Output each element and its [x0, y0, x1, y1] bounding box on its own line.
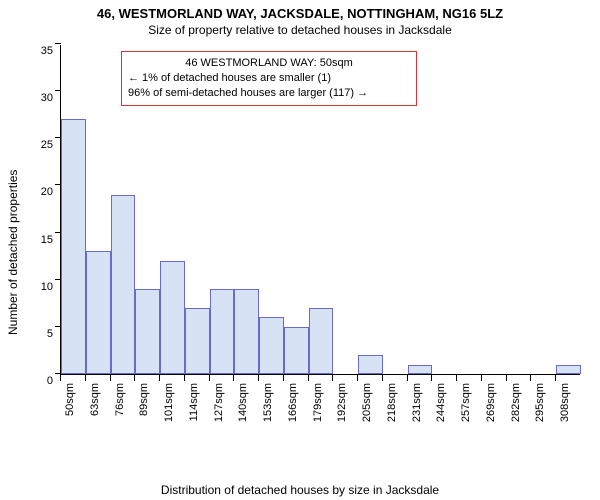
- histogram-bar: [160, 261, 185, 374]
- x-tick-label: 101sqm: [163, 383, 175, 422]
- x-tick-label: 50sqm: [64, 383, 76, 416]
- x-tick-label: 179sqm: [312, 383, 324, 422]
- x-tick-label: 218sqm: [386, 383, 398, 422]
- y-tick-mark: [55, 90, 61, 91]
- annotation-line: 96% of semi-detached houses are larger (…: [128, 86, 410, 101]
- y-tick-label: 5: [23, 328, 53, 340]
- y-tick-label: 25: [23, 139, 53, 151]
- histogram-bar: [259, 317, 284, 374]
- x-tick-label: 63sqm: [89, 383, 101, 416]
- x-tick-label: 166sqm: [287, 383, 299, 422]
- histogram-bar: [234, 289, 259, 374]
- x-tick-label: 89sqm: [138, 383, 150, 416]
- x-tick-label: 192sqm: [336, 383, 348, 422]
- annotation-box: 46 WESTMORLAND WAY: 50sqm← 1% of detache…: [121, 51, 417, 106]
- x-tick-label: 140sqm: [237, 383, 249, 422]
- x-tick-label: 244sqm: [435, 383, 447, 422]
- y-tick-label: 0: [23, 375, 53, 387]
- x-tick-label: 295sqm: [534, 383, 546, 422]
- x-tick-label: 114sqm: [188, 383, 200, 421]
- histogram-bar: [61, 119, 86, 374]
- histogram-bar: [309, 308, 334, 374]
- y-tick-mark: [55, 43, 61, 44]
- histogram-chart: 46 WESTMORLAND WAY: 50sqm← 1% of detache…: [60, 45, 580, 375]
- histogram-bar: [358, 355, 383, 374]
- x-tick-label: 308sqm: [559, 383, 571, 422]
- x-tick-label: 282sqm: [510, 383, 522, 422]
- x-tick-label: 269sqm: [485, 383, 497, 422]
- histogram-bar: [210, 289, 235, 374]
- x-tick-labels: 50sqm 63sqm 76sqm 89sqm 101sqm 114sqm 127sqm 14…: [60, 381, 580, 429]
- y-tick-label: 20: [23, 186, 53, 198]
- histogram-bar: [185, 308, 210, 374]
- histogram-bar: [556, 365, 581, 374]
- annotation-line: 46 WESTMORLAND WAY: 50sqm: [128, 56, 410, 71]
- x-tick-label: 153sqm: [262, 383, 274, 422]
- annotation-line: ← 1% of detached houses are smaller (1): [128, 71, 410, 86]
- y-tick-label: 15: [23, 234, 53, 246]
- x-tick-label: 231sqm: [411, 383, 423, 422]
- histogram-bar: [284, 327, 309, 374]
- x-tick-label: 76sqm: [114, 383, 126, 416]
- y-tick-label: 35: [23, 45, 53, 57]
- y-tick-label: 30: [23, 92, 53, 104]
- x-tick-label: 127sqm: [213, 383, 225, 422]
- y-tick-label: 10: [23, 281, 53, 293]
- page-title-address: 46, WESTMORLAND WAY, JACKSDALE, NOTTINGH…: [0, 0, 600, 21]
- x-tick-label: 205sqm: [361, 383, 373, 422]
- histogram-bar: [408, 365, 433, 374]
- x-axis-label: Distribution of detached houses by size …: [0, 483, 600, 497]
- histogram-bar: [135, 289, 160, 374]
- page-title-subtitle: Size of property relative to detached ho…: [0, 21, 600, 37]
- histogram-bar: [111, 195, 136, 374]
- histogram-bar: [86, 251, 111, 374]
- y-axis-label: Number of detached properties: [6, 170, 20, 335]
- x-tick-label: 257sqm: [460, 383, 472, 422]
